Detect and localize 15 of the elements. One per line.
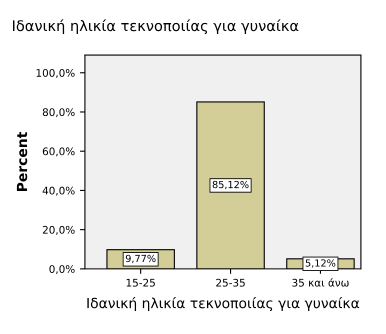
x-tick-label: 35 και άνω xyxy=(292,278,349,287)
y-tick-label: 0,0% xyxy=(49,265,75,274)
y-tick-label: 40,0% xyxy=(42,186,75,196)
x-tick-label: 15-25 xyxy=(126,278,155,287)
y-tick-label: 60,0% xyxy=(42,147,75,156)
y-axis-title: Percent xyxy=(16,132,28,192)
chart-title: Ιδανική ηλικία τεκνοποιίας για γυναίκα xyxy=(13,19,298,34)
y-tick-label: 100,0% xyxy=(36,68,75,78)
y-tick-label: 20,0% xyxy=(42,226,75,235)
data-label: 5,12% xyxy=(306,259,336,268)
data-label: 9,77% xyxy=(126,254,156,264)
y-tick-label: 80,0% xyxy=(42,108,75,118)
x-tick-label: 25-35 xyxy=(216,278,245,287)
data-label: 85,12% xyxy=(212,180,249,190)
x-axis-title: Ιδανική ηλικία τεκνοποιίας για γυναίκα xyxy=(87,297,360,312)
